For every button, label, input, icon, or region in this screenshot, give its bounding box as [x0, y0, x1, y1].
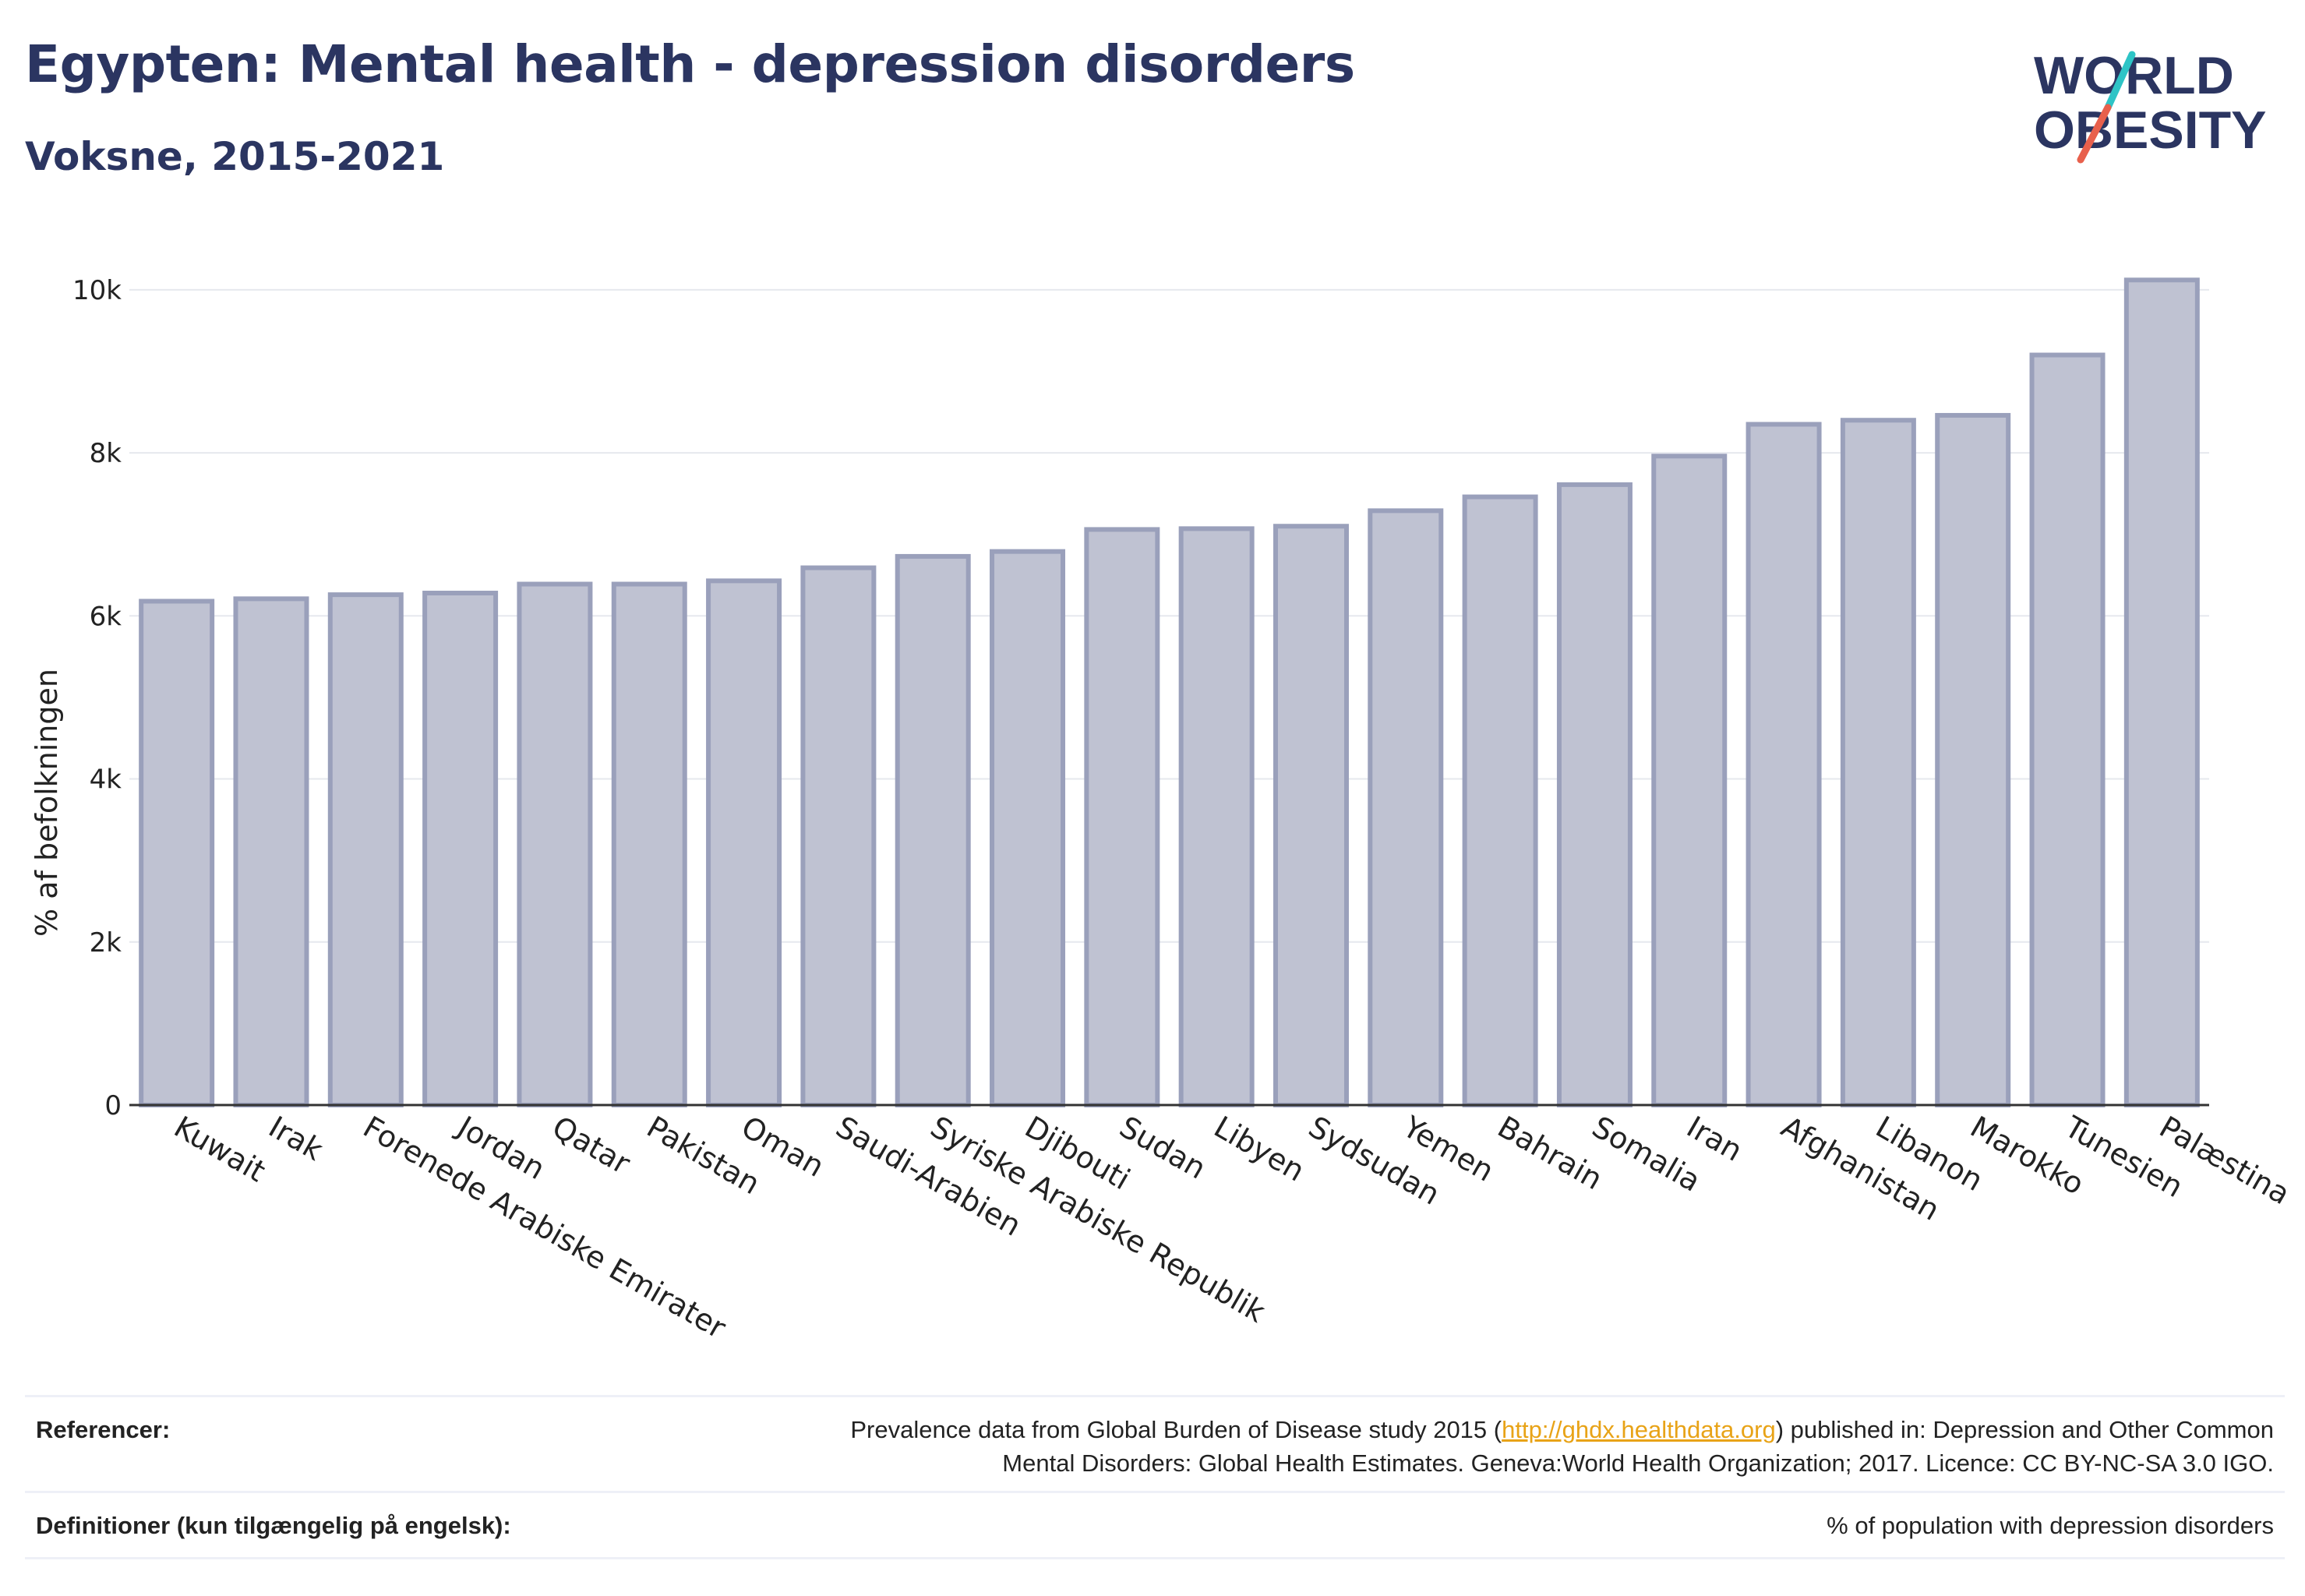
references-row: Referencer: Prevalence data from Global …	[25, 1395, 2285, 1491]
x-tick-label: Bahrain	[1492, 1110, 1608, 1197]
references-link[interactable]: http://ghdx.healthdata.org	[1502, 1416, 1776, 1443]
chart-title: Egypten: Mental health - depression diso…	[25, 34, 1355, 94]
bars	[139, 277, 2200, 1107]
world-obesity-logo: WORLD OBESITY	[2034, 46, 2267, 164]
references-text-part1: Prevalence data from Global Burden of Di…	[850, 1416, 1502, 1443]
y-tick-label: 6k	[90, 601, 122, 632]
bar	[1556, 482, 1633, 1107]
logo-slash-red	[2077, 104, 2112, 164]
bar	[895, 553, 971, 1107]
chart-subtitle: Voksne, 2015-2021	[25, 134, 445, 179]
footer: Referencer: Prevalence data from Global …	[25, 1395, 2285, 1559]
bar	[1273, 524, 1349, 1107]
bar	[233, 596, 309, 1107]
bar	[1840, 418, 1916, 1107]
bar	[800, 565, 877, 1107]
y-tick-label: 8k	[90, 438, 122, 469]
definitions-label: Definitioner (kun tilgængelig på engelsk…	[36, 1512, 511, 1539]
x-tick-label: Qatar	[546, 1110, 636, 1181]
bar	[2123, 277, 2200, 1107]
x-tick-label: Irak	[263, 1110, 328, 1167]
logo-word-obesity: OBESITY	[2034, 101, 2267, 160]
bar	[1935, 412, 2011, 1107]
bar	[1746, 422, 1822, 1107]
x-tick-label: Kuwait	[168, 1110, 271, 1189]
y-tick-labels: 0 2k 4k 6k 8k 10k	[72, 275, 122, 1121]
bar	[1084, 527, 1160, 1107]
bar	[1651, 454, 1728, 1107]
y-tick-label: 10k	[72, 275, 122, 306]
references-text-part3: Mental Disorders: Global Health Estimate…	[1002, 1449, 2274, 1477]
bar	[990, 549, 1066, 1107]
footer-bottom-rule	[25, 1557, 2285, 1559]
x-tick-label: Libyen	[1209, 1110, 1311, 1188]
bar	[611, 581, 687, 1107]
bar	[2029, 352, 2106, 1107]
y-axis-label: % af befolkningen	[30, 669, 64, 937]
y-tick-label: 2k	[90, 927, 122, 959]
bar	[706, 578, 782, 1107]
bar	[1368, 508, 1444, 1107]
references-text: Prevalence data from Global Burden of Di…	[850, 1413, 2274, 1480]
bar	[1462, 494, 1538, 1107]
y-tick-label: 0	[104, 1090, 122, 1121]
bar	[422, 591, 499, 1107]
x-tick-label: Somalia	[1587, 1110, 1707, 1199]
bar	[517, 581, 593, 1107]
bar	[139, 598, 215, 1107]
logo-slash-teal	[2104, 51, 2136, 111]
bar	[1178, 526, 1255, 1107]
bar	[327, 592, 404, 1107]
references-text-part2: ) published in: Depression and Other Com…	[1775, 1416, 2274, 1443]
x-tick-label: Afghanistan	[1776, 1110, 1946, 1227]
y-tick-label: 4k	[90, 764, 122, 796]
definitions-row: Definitioner (kun tilgængelig på engelsk…	[25, 1491, 2285, 1557]
definitions-text: % of population with depression disorder…	[1827, 1512, 2274, 1539]
references-label: Referencer:	[36, 1416, 171, 1443]
